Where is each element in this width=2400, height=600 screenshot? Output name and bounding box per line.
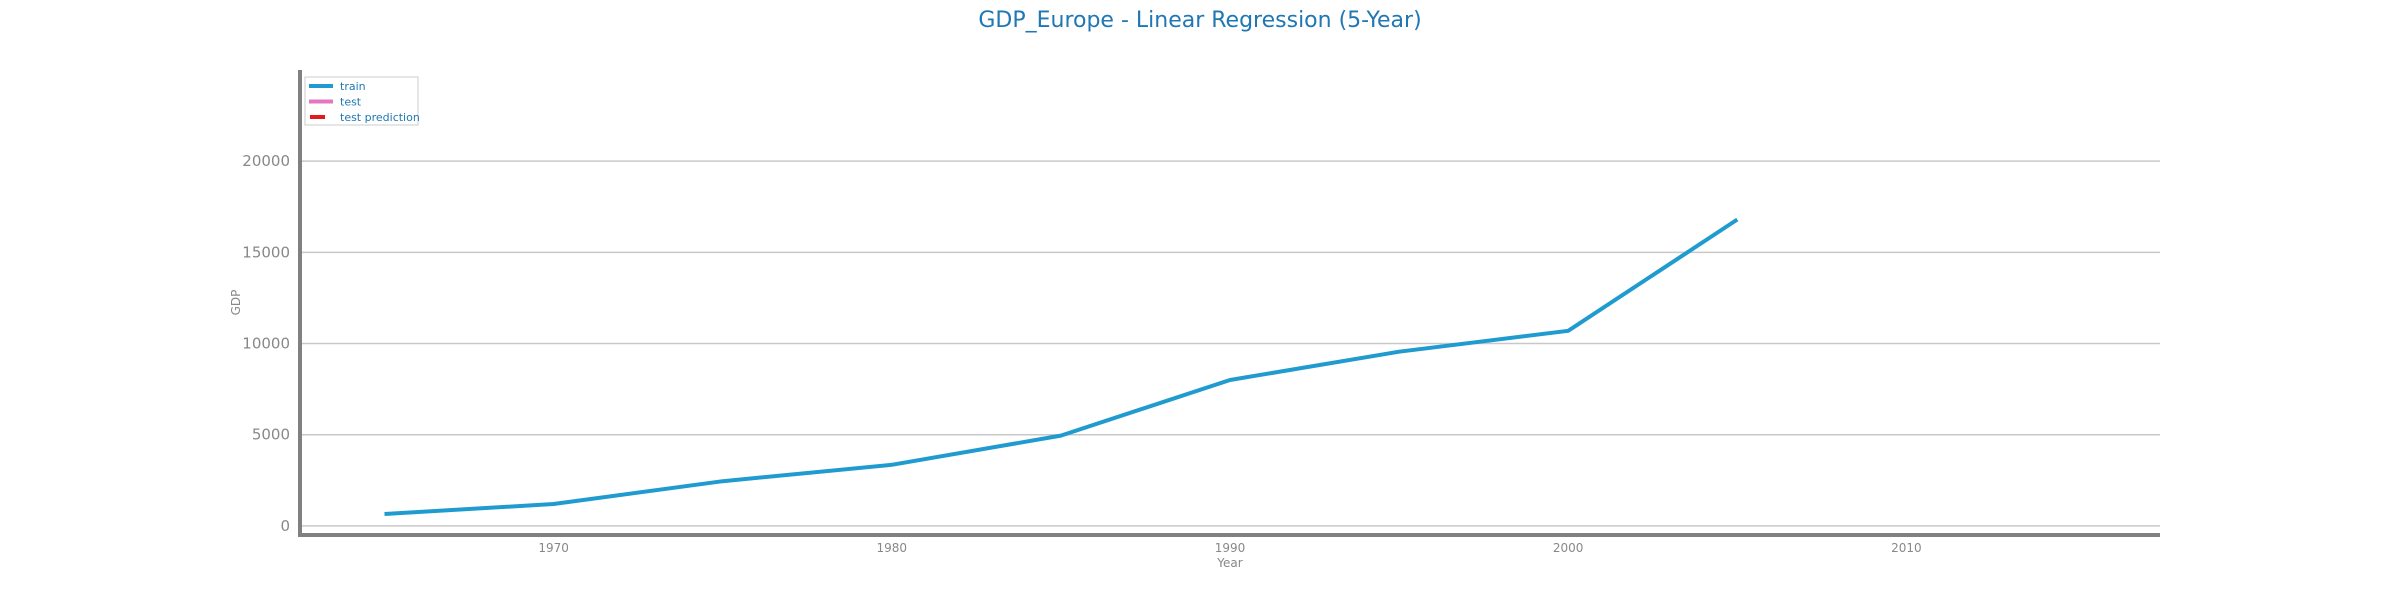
x-tick-label: 2000 — [1553, 541, 1584, 555]
chart-title: GDP_Europe - Linear Regression (5-Year) — [978, 8, 1422, 33]
x-tick-label: 1990 — [1215, 541, 1246, 555]
legend-label: train — [340, 80, 366, 93]
x-tick-labels: 1970 1980 1990 2000 2010 — [538, 541, 1921, 555]
y-tick-labels: 0 5000 10000 15000 20000 — [242, 152, 290, 535]
grid-lines — [300, 160, 2160, 527]
y-tick-label: 0 — [280, 517, 290, 535]
y-tick-label: 20000 — [242, 152, 290, 170]
x-tick-label: 1980 — [877, 541, 908, 555]
legend-label: test prediction — [340, 111, 420, 124]
series-lines — [384, 217, 1739, 516]
x-tick-label: 2010 — [1891, 541, 1922, 555]
y-axis-label: GDP — [229, 290, 243, 316]
y-tick-label: 15000 — [242, 243, 290, 261]
legend: train test test prediction — [304, 76, 420, 126]
x-tick-label: 1970 — [538, 541, 569, 555]
axes — [298, 70, 2160, 537]
x-axis-label: Year — [1216, 556, 1242, 570]
legend-label: test — [340, 96, 362, 109]
y-tick-label: 5000 — [252, 426, 290, 444]
y-tick-label: 10000 — [242, 335, 290, 353]
series-line-train — [384, 217, 1739, 516]
